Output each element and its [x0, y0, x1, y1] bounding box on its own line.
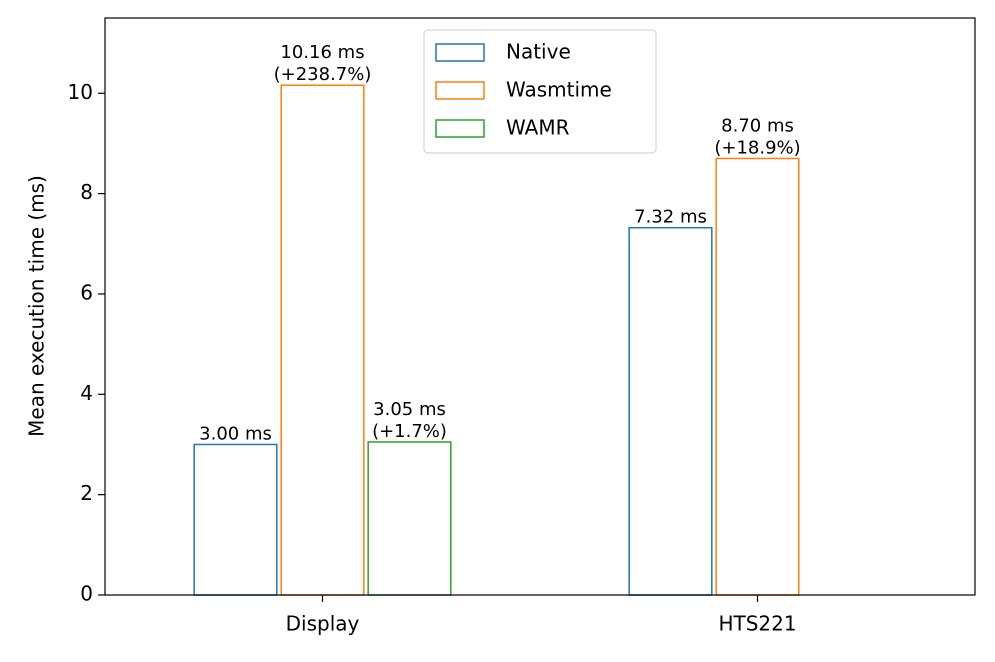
legend-label: Native	[506, 40, 571, 64]
y-tick-label: 10	[68, 80, 93, 104]
y-tick-label: 2	[80, 481, 93, 505]
y-tick-label: 6	[80, 280, 93, 304]
y-tick-label: 0	[80, 582, 93, 606]
value-label: 8.70 ms	[721, 115, 794, 136]
plot-frame	[104, 17, 976, 596]
value-label: (+238.7%)	[274, 64, 372, 85]
y-tick-label: 8	[80, 180, 93, 204]
legend-swatch	[435, 43, 485, 62]
value-label: 3.05 ms	[373, 399, 446, 420]
y-tick-label: 4	[80, 381, 93, 405]
value-label: 10.16 ms	[280, 42, 364, 63]
value-label: (+1.7%)	[372, 421, 447, 442]
x-tick-label: HTS221	[718, 612, 796, 636]
legend: Native Wasmtime WAMR	[423, 29, 657, 154]
value-label: 7.32 ms	[634, 207, 707, 228]
legend-label: WAMR	[506, 116, 570, 140]
x-tick-label: Display	[286, 612, 360, 636]
legend-label: Wasmtime	[506, 78, 612, 102]
y-axis-label: Mean execution time (ms)	[25, 175, 49, 437]
value-label: 3.00 ms	[199, 423, 272, 444]
legend-swatch	[435, 81, 485, 100]
value-label: (+18.9%)	[714, 137, 800, 158]
legend-swatch	[435, 119, 485, 138]
